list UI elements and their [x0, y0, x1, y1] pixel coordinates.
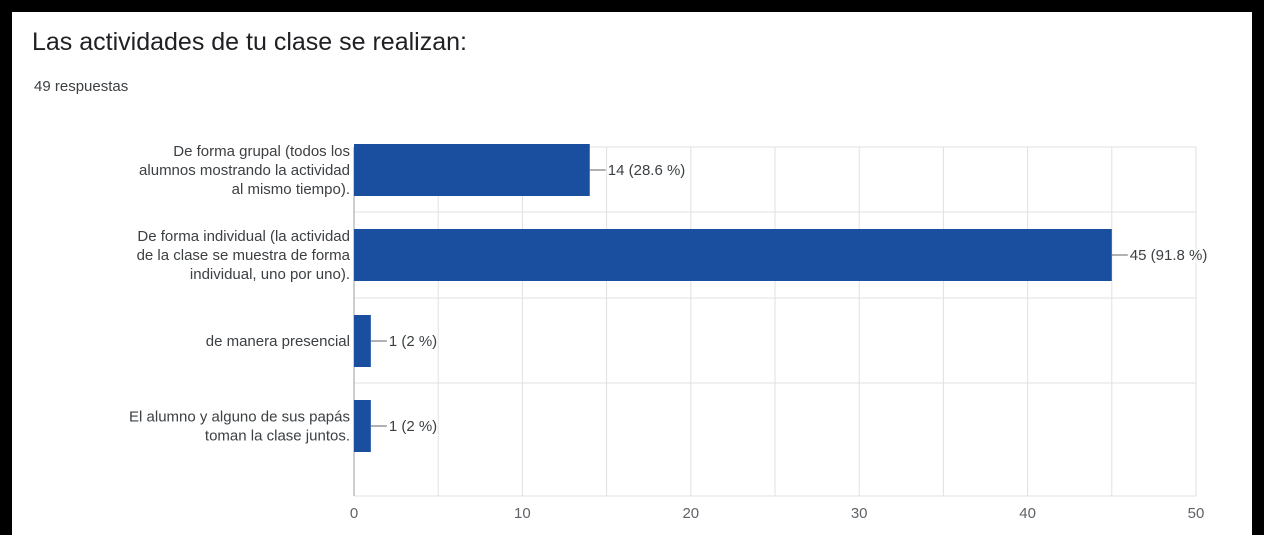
response-count: 49 respuestas: [34, 78, 129, 95]
bar: [354, 400, 371, 452]
bar: [354, 144, 590, 196]
category-label: alumnos mostrando la actividad: [139, 162, 350, 179]
x-tick-label: 50: [1188, 505, 1205, 522]
bar: [354, 315, 371, 367]
category-label: individual, uno por uno).: [190, 266, 350, 283]
data-label: 1 (2 %): [389, 418, 437, 435]
category-label: De forma grupal (todos los: [173, 143, 350, 160]
category-label: toman la clase juntos.: [205, 428, 350, 445]
x-tick-label: 30: [851, 505, 868, 522]
x-tick-label: 40: [1019, 505, 1036, 522]
question-title: Las actividades de tu clase se realizan:: [32, 28, 467, 56]
data-label: 45 (91.8 %): [1130, 247, 1208, 264]
x-tick-label: 0: [350, 505, 358, 522]
category-label: De forma individual (la actividad: [137, 228, 350, 245]
category-label: El alumno y alguno de sus papás: [129, 409, 350, 426]
category-label: de la clase se muestra de forma: [137, 247, 351, 264]
category-label: de manera presencial: [206, 333, 350, 350]
x-tick-label: 20: [682, 505, 699, 522]
bar-chart: 14 (28.6 %) De forma grupal (todos los alu…: [129, 143, 1208, 522]
data-label: 1 (2 %): [389, 333, 437, 350]
x-tick-label: 10: [514, 505, 531, 522]
data-label: 14 (28.6 %): [608, 162, 686, 179]
category-label: al mismo tiempo).: [232, 181, 350, 198]
bar: [354, 229, 1112, 281]
chart-card: Las actividades de tu clase se realizan:…: [12, 12, 1252, 535]
